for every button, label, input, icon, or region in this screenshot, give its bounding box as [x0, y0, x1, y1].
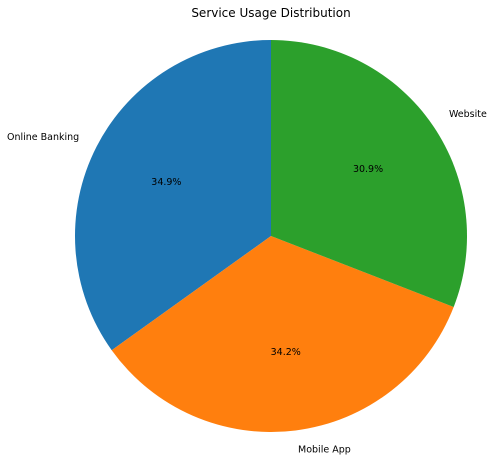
pie-slice-website [271, 39, 468, 308]
pie-slice-mobile-app [111, 236, 454, 433]
slice-label-online-banking: Online Banking [7, 132, 79, 143]
slice-percent-online-banking: 34.9% [151, 177, 181, 188]
slice-label-website: Website [449, 109, 487, 120]
slice-labels: Online Banking 34.9% Mobile App 34.2% Websit… [7, 109, 487, 456]
slice-percent-mobile-app: 34.2% [271, 347, 301, 358]
chart-title: Service Usage Distribution [191, 6, 350, 20]
pie-slices [74, 39, 468, 433]
slice-percent-website: 30.9% [353, 164, 383, 175]
slice-label-mobile-app: Mobile App [298, 444, 351, 455]
pie-slice-online-banking [74, 39, 272, 351]
